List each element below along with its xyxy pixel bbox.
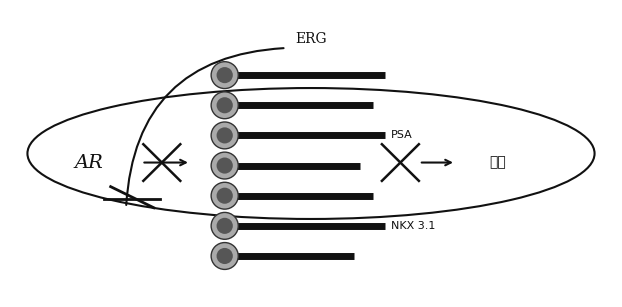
Text: AR: AR: [75, 154, 103, 172]
Ellipse shape: [211, 62, 238, 88]
Text: ERG: ERG: [295, 32, 327, 46]
Ellipse shape: [216, 127, 233, 143]
Ellipse shape: [211, 152, 238, 179]
Ellipse shape: [211, 182, 238, 209]
Text: PSA: PSA: [391, 130, 413, 140]
Ellipse shape: [216, 157, 233, 174]
Ellipse shape: [216, 67, 233, 83]
Ellipse shape: [211, 243, 238, 270]
Ellipse shape: [216, 248, 233, 264]
Ellipse shape: [216, 218, 233, 234]
Ellipse shape: [211, 122, 238, 149]
Ellipse shape: [216, 97, 233, 113]
Text: 分化: 分化: [490, 156, 506, 169]
Ellipse shape: [216, 188, 233, 204]
FancyArrowPatch shape: [126, 48, 284, 205]
Text: NKX 3.1: NKX 3.1: [391, 221, 435, 231]
Ellipse shape: [211, 92, 238, 119]
Ellipse shape: [211, 212, 238, 239]
